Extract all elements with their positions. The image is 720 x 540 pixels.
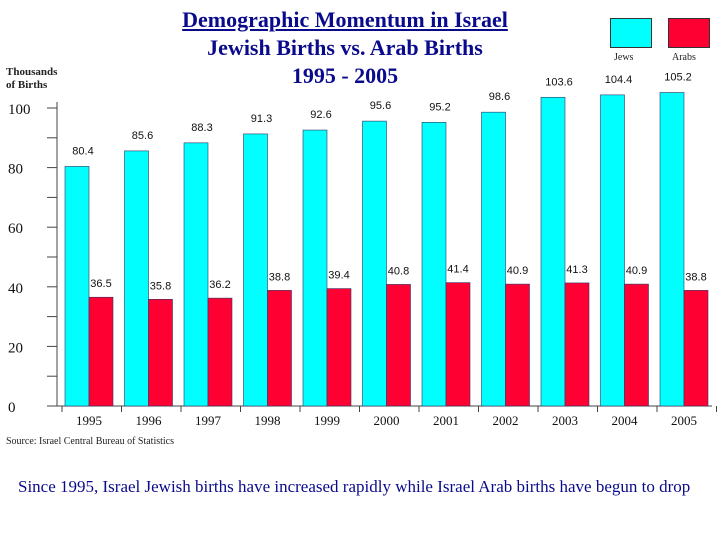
data-label-jews-2004: 104.4 <box>605 74 633 86</box>
data-label-jews-2002: 98.6 <box>489 91 510 103</box>
data-label-arabs-1998: 38.8 <box>269 271 290 283</box>
x-tick-label-1997: 1997 <box>195 413 222 428</box>
y-tick-label: 100 <box>8 102 31 118</box>
bar-arabs-2001 <box>445 282 471 407</box>
bar-arabs-1997 <box>207 297 233 407</box>
y-tick-label: 80 <box>8 162 23 178</box>
x-tick-label-2004: 2004 <box>612 413 639 428</box>
data-label-arabs-2002: 40.9 <box>507 265 528 277</box>
bar-jews-2003 <box>540 96 566 407</box>
bar-arabs-1998 <box>267 290 292 407</box>
y-tick-label: 40 <box>8 281 23 297</box>
data-label-arabs-2000: 40.8 <box>388 265 409 277</box>
bar-arabs-1999 <box>326 288 352 407</box>
bar-arabs-2004 <box>624 283 649 407</box>
data-label-arabs-2005: 38.8 <box>685 271 706 283</box>
data-label-jews-2001: 95.2 <box>429 101 450 113</box>
bar-jews-2005 <box>659 92 685 407</box>
data-label-arabs-2001: 41.4 <box>447 264 468 276</box>
chart-title: Demographic Momentum in Israel Jewish Bi… <box>130 6 560 90</box>
x-tick-label-1999: 1999 <box>314 413 340 428</box>
y-tick-label: 0 <box>8 400 16 416</box>
data-label-jews-1998: 91.3 <box>251 113 272 125</box>
source-note: Source: Israel Central Bureau of Statist… <box>6 436 175 447</box>
data-label-jews-2000: 95.6 <box>370 100 391 112</box>
y-axis-label-line-2: of Births <box>6 79 48 91</box>
bar-jews-2000 <box>362 120 387 407</box>
title-line-1: Demographic Momentum in Israel <box>182 7 508 32</box>
data-label-arabs-2003: 41.3 <box>566 264 587 276</box>
data-label-arabs-2004: 40.9 <box>626 265 647 277</box>
bar-jews-2002 <box>481 111 506 407</box>
title-line-3: 1995 - 2005 <box>291 63 399 88</box>
bar-arabs-1996 <box>148 299 173 407</box>
bar-arabs-2000 <box>386 284 411 407</box>
bar-arabs-2003 <box>564 282 590 407</box>
x-tick-label-1998: 1998 <box>255 413 281 428</box>
bar-jews-2004 <box>600 94 625 407</box>
data-label-jews-1999: 92.6 <box>310 109 331 121</box>
data-label-arabs-1999: 39.4 <box>328 270 349 282</box>
data-label-arabs-1997: 36.2 <box>209 279 230 291</box>
y-tick-label: 60 <box>8 221 23 237</box>
y-tick-label: 20 <box>8 340 23 356</box>
caption-text: Since 1995, Israel Jewish births have in… <box>18 477 691 496</box>
x-tick-label-2002: 2002 <box>493 413 519 428</box>
x-tick-label-2005: 2005 <box>671 413 697 428</box>
bar-jews-1999 <box>302 129 328 407</box>
data-label-jews-1995: 80.4 <box>72 145 93 157</box>
legend-label-arabs: Arabs <box>672 52 696 63</box>
bar-jews-1998 <box>243 133 268 407</box>
legend-swatch-jews <box>610 18 652 48</box>
data-label-jews-2003: 103.6 <box>545 76 573 88</box>
x-tick-label-2003: 2003 <box>552 413 578 428</box>
legend-swatch-arabs <box>668 18 710 48</box>
data-label-jews-1996: 85.6 <box>132 130 153 142</box>
bar-arabs-1995 <box>88 296 114 407</box>
x-tick-label-1995: 1995 <box>76 413 102 428</box>
legend-label-jews: Jews <box>614 52 634 63</box>
title-line-2: Jewish Births vs. Arab Births <box>207 35 483 60</box>
x-tick-label-2001: 2001 <box>433 413 459 428</box>
data-label-jews-2005: 105.2 <box>664 72 692 84</box>
data-label-jews-1997: 88.3 <box>191 122 212 134</box>
bar-arabs-2005 <box>683 290 709 407</box>
data-label-arabs-1995: 36.5 <box>90 278 111 290</box>
y-axis-label-line-1: Thousands <box>6 66 58 78</box>
bar-jews-1997 <box>183 142 209 407</box>
bar-arabs-2002 <box>505 283 530 407</box>
bar-jews-1996 <box>124 150 149 407</box>
data-label-arabs-1996: 35.8 <box>150 280 171 292</box>
x-tick-label-1996: 1996 <box>136 413 163 428</box>
y-axis-label: Thousands of Births <box>6 66 57 92</box>
bar-jews-2001 <box>421 122 447 407</box>
x-tick-label-2000: 2000 <box>374 413 400 428</box>
bar-jews-1995 <box>64 166 90 407</box>
